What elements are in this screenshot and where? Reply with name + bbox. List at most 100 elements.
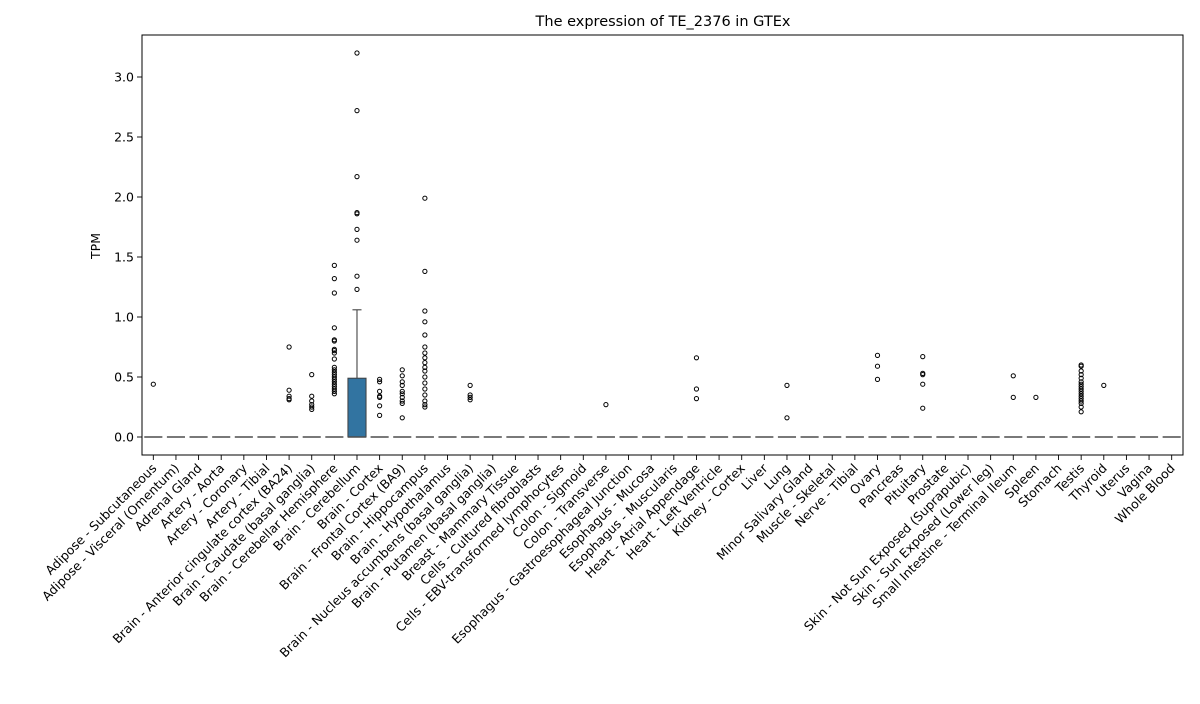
- outlier-point: [603, 402, 609, 408]
- outlier-point: [354, 174, 360, 180]
- outlier-point: [1078, 363, 1084, 369]
- outlier-point: [354, 108, 360, 114]
- outlier-point: [1078, 375, 1084, 381]
- outlier-point: [422, 344, 428, 350]
- outlier-point: [399, 391, 405, 397]
- outlier-point: [874, 352, 881, 358]
- outlier-point: [1078, 391, 1084, 397]
- outlier-point: [286, 387, 292, 393]
- outlier-point: [286, 344, 292, 350]
- outlier-point: [399, 382, 405, 388]
- outlier-point: [399, 400, 405, 406]
- outlier-point: [286, 393, 292, 399]
- outlier-point: [377, 394, 383, 400]
- outlier-point: [422, 364, 428, 370]
- outlier-point: [784, 382, 790, 388]
- outlier-point: [331, 379, 337, 385]
- outlier-point: [377, 379, 383, 385]
- outlier-point: [1078, 393, 1084, 399]
- y-tick-label: 0.5: [114, 370, 134, 385]
- outlier-point: [354, 273, 360, 279]
- outlier-point: [399, 394, 405, 400]
- outlier-point: [422, 268, 428, 274]
- outlier-point: [1078, 398, 1084, 404]
- outlier-point: [693, 386, 700, 392]
- outlier-point: [467, 397, 473, 403]
- outlier-point: [1078, 368, 1084, 374]
- outlier-point: [354, 286, 360, 292]
- outlier-point: [331, 386, 337, 392]
- outlier-point: [331, 348, 337, 354]
- outlier-point: [331, 276, 337, 282]
- outlier-point: [331, 290, 337, 296]
- outlier-point: [399, 367, 405, 373]
- outlier-point: [422, 308, 428, 314]
- outlier-point: [309, 393, 315, 399]
- outlier-point: [467, 392, 473, 398]
- outlier-point: [422, 398, 428, 404]
- outlier-point: [331, 369, 337, 375]
- outlier-point: [399, 379, 405, 385]
- outlier-point: [331, 372, 337, 378]
- outlier-point: [377, 412, 383, 418]
- outlier-point: [354, 211, 360, 217]
- outlier-point: [331, 350, 337, 356]
- outlier-point: [331, 367, 337, 373]
- outlier-point: [1078, 404, 1084, 410]
- chart-title: The expression of TE_2376 in GTEx: [535, 14, 791, 30]
- outlier-point: [331, 376, 337, 382]
- outlier-point: [1078, 372, 1084, 378]
- outlier-point: [422, 392, 428, 398]
- outlier-point: [1078, 388, 1084, 394]
- box-body: [347, 377, 367, 438]
- outlier-point: [309, 372, 315, 378]
- outlier-point: [422, 319, 428, 325]
- outlier-point: [422, 195, 428, 201]
- outlier-point: [399, 398, 405, 404]
- outlier-point: [331, 356, 337, 362]
- outlier-point: [422, 386, 428, 392]
- outlier-point: [309, 406, 315, 412]
- outlier-point: [1078, 396, 1084, 402]
- outlier-point: [422, 355, 428, 361]
- outlier-point: [331, 338, 337, 344]
- outlier-point: [920, 354, 926, 360]
- outlier-point: [784, 415, 790, 421]
- outlier-point: [920, 372, 926, 378]
- outlier-point: [422, 350, 428, 356]
- y-axis-label: TPM: [88, 233, 103, 260]
- outlier-point: [309, 398, 315, 404]
- outlier-point: [693, 396, 700, 402]
- outlier-point: [286, 397, 292, 403]
- outlier-point: [422, 374, 428, 380]
- y-tick-label: 1.0: [114, 310, 134, 325]
- outlier-point: [354, 226, 360, 232]
- outlier-point: [422, 332, 428, 338]
- outlier-point: [331, 391, 337, 397]
- x-tick-label: Adipose - Visceral (Omentum): [39, 461, 182, 604]
- outlier-point: [874, 376, 881, 382]
- outlier-point: [331, 364, 337, 370]
- y-tick-label: 2.0: [114, 190, 134, 205]
- outlier-point: [377, 376, 383, 382]
- outlier-point: [399, 373, 405, 379]
- outlier-point: [377, 388, 383, 394]
- outlier-point: [331, 325, 337, 331]
- outlier-point: [1033, 394, 1039, 400]
- outlier-point: [874, 363, 881, 369]
- y-tick-label: 1.5: [114, 250, 134, 265]
- outlier-point: [377, 403, 383, 409]
- outlier-point: [331, 384, 337, 390]
- outlier-point: [309, 402, 315, 408]
- outlier-point: [467, 394, 473, 400]
- outlier-point: [422, 402, 428, 408]
- y-tick-label: 2.5: [114, 130, 134, 145]
- outlier-point: [1078, 386, 1084, 392]
- outlier-point: [1078, 409, 1084, 415]
- outlier-point: [1078, 381, 1084, 387]
- outlier-point: [331, 262, 337, 268]
- outlier-point: [467, 382, 473, 388]
- outlier-point: [331, 381, 337, 387]
- outlier-point: [422, 368, 428, 374]
- outlier-point: [1010, 394, 1016, 400]
